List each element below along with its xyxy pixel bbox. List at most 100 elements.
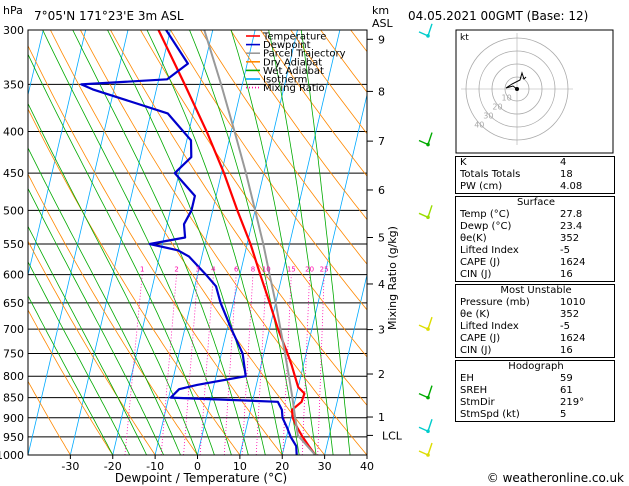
x-tick-label: -20 — [104, 460, 122, 473]
isotherm-line — [28, 30, 87, 277]
pressure-tick-label: 850 — [3, 392, 24, 405]
plot-series-lines — [80, 30, 317, 455]
pressure-tick-label: 800 — [3, 370, 24, 383]
most-unstable-block: Most Unstable Pressure (mb) 1010 θe (K) 352… — [455, 284, 615, 358]
wind-barb-staff — [427, 316, 433, 330]
stats-row: StmSpd (kt) 5 — [456, 409, 616, 421]
surface-title: Surface — [516, 197, 556, 208]
dry-adiabat-line — [28, 380, 71, 455]
indices-table: K 4 Totals Totals 18 PW (cm) 4.08 — [456, 157, 616, 193]
stats-value: -5 — [560, 321, 570, 332]
pressure-tick-label: 350 — [3, 78, 24, 91]
stats-row: Pressure (mb) 1010 — [456, 297, 616, 309]
mixing-ratio-label: 15 — [287, 266, 296, 274]
stats-value: 352 — [560, 233, 580, 244]
mixing-ratio-label: 25 — [320, 266, 329, 274]
stats-label: Totals Totals — [460, 169, 521, 180]
x-tick-label: 30 — [318, 460, 332, 473]
stats-label: EH — [460, 373, 474, 384]
wet-adiabat-line — [72, 30, 249, 455]
hodograph-trace — [505, 71, 527, 90]
legend-label: Wet Adiabat — [263, 66, 324, 77]
legend-label: Dewpoint — [263, 40, 311, 51]
dry-adiabat-line — [28, 173, 198, 455]
x-tick-label: -30 — [61, 460, 79, 473]
wind-barb-dot — [426, 395, 430, 400]
wet-adiabat-line — [28, 225, 147, 455]
isotherm-line — [154, 30, 256, 455]
hodograph-stats-block: Hodograph EH 59 SREH 61 StmDir 219° StmSpd (kt… — [455, 360, 615, 422]
stats-value: 4 — [560, 157, 567, 168]
stats-value: 16 — [560, 269, 573, 280]
wet-adiabat-line — [28, 102, 198, 455]
dry-adiabat-line — [28, 44, 283, 455]
legend-label: Temperature — [262, 32, 326, 43]
stats-row: CAPE (J) 1624 — [456, 333, 616, 345]
stats-label: Lifted Index — [460, 245, 519, 256]
pressure-tick-label: 300 — [3, 24, 24, 37]
dry-adiabat-line — [50, 30, 325, 455]
date-title: 04.05.2021 00GMT (Base: 12) — [408, 9, 588, 23]
x-tick-label: 10 — [233, 460, 247, 473]
dry-adiabat-line — [28, 240, 156, 455]
stats-value: 59 — [560, 373, 573, 384]
mixing-ratio-label: 6 — [234, 266, 239, 274]
pressure-tick-label: 700 — [3, 323, 24, 336]
lcl-label: LCL — [382, 429, 403, 442]
stats-row: Dewp (°C) 23.4 — [456, 221, 616, 233]
hpa-unit-label: hPa — [3, 4, 23, 17]
km-tick-label: 1 — [378, 411, 385, 424]
mixing-ratio-line — [160, 274, 177, 455]
stats-panel: K 4 Totals Totals 18 PW (cm) 4.08 Surface Tem… — [455, 156, 615, 424]
isotherm-line — [69, 30, 171, 455]
stats-label: θe(K) — [460, 233, 487, 244]
most-unstable-table: Pressure (mb) 1010 θe (K) 352 Lifted Index -5… — [456, 297, 616, 357]
wet-adiabat-line — [28, 295, 114, 455]
wet-adiabat-line — [28, 261, 131, 455]
x-axis-label: Dewpoint / Temperature (°C) — [115, 471, 287, 485]
dry-adiabat-line — [200, 30, 367, 265]
mixing-ratio-label: 1 — [140, 266, 144, 274]
mixing-ratio-line — [317, 274, 325, 455]
x-tick-label: 0 — [194, 460, 201, 473]
dry-adiabat-line — [260, 30, 367, 177]
wind-barb-staff — [427, 419, 433, 432]
mixing-ratio-axis-label: Mixing Ratio (g/kg) — [386, 226, 399, 330]
mixing-ratio-line — [241, 274, 254, 455]
stats-value: 1010 — [560, 297, 586, 308]
location-title: 7°05'N 171°23'E 3m ASL — [34, 9, 184, 23]
stats-label: CAPE (J) — [460, 333, 501, 344]
x-tick-label: -10 — [146, 460, 164, 473]
dry-adiabat-line — [28, 309, 114, 455]
stats-label: Dewp (°C) — [460, 221, 512, 232]
stats-label: θe (K) — [460, 309, 490, 320]
mixing-ratio-line — [255, 274, 267, 455]
stats-label: Pressure (mb) — [460, 297, 530, 308]
pressure-tick-label: 750 — [3, 347, 24, 360]
stats-label: Temp (°C) — [460, 209, 510, 220]
stats-row: EH 59 — [456, 373, 616, 385]
km-tick-label: 4 — [378, 278, 385, 291]
pressure-tick-label: 500 — [3, 204, 24, 217]
pressure-tick-label: 550 — [3, 238, 24, 251]
copyright-text: © weatheronline.co.uk — [487, 471, 624, 485]
wind-barb-dot — [426, 34, 430, 38]
dry-adiabat-line — [80, 30, 367, 455]
legend-label: Isotherm — [263, 75, 307, 86]
stats-row: StmDir 219° — [456, 397, 616, 409]
km-tick-label: 2 — [378, 368, 385, 381]
mixing-ratio-line — [223, 274, 237, 455]
stats-value: 4.08 — [560, 181, 583, 192]
stats-row: CAPE (J) 1624 — [456, 257, 616, 269]
x-tick-label: 40 — [360, 460, 374, 473]
series-line-dewpoint — [80, 30, 298, 455]
stats-label: StmSpd (kt) — [460, 409, 520, 420]
isotherm-line — [281, 93, 367, 455]
wind-barb-staff — [427, 442, 433, 456]
series-line-parcel-trajectory — [203, 30, 317, 455]
x-tick-label: 20 — [275, 460, 289, 473]
hodograph-frame — [455, 29, 614, 154]
legend-label: Mixing Ratio — [263, 83, 325, 94]
